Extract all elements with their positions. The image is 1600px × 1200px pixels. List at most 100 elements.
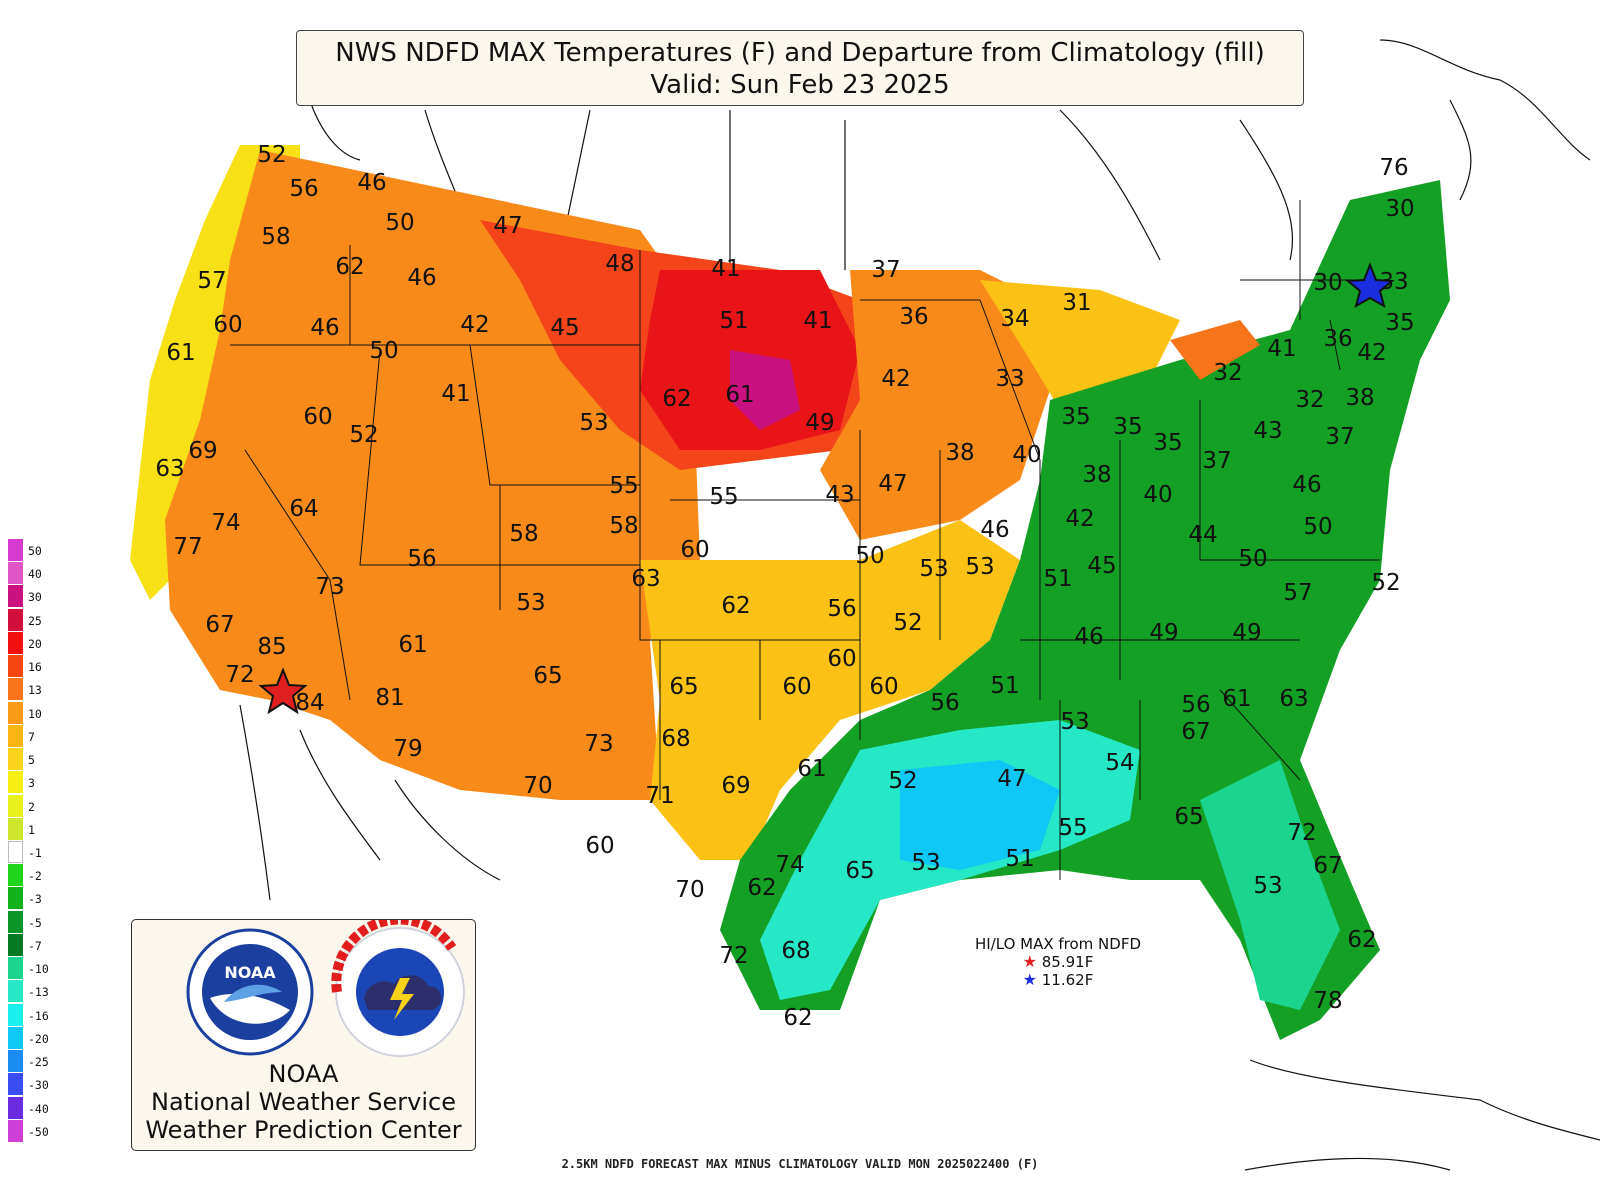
legend-row: -40 [8,1096,78,1119]
temperature-label: 42 [881,366,910,392]
legend-label: 40 [28,567,42,582]
temperature-label: 35 [1153,430,1182,456]
legend-label: 13 [28,683,42,698]
temperature-label: 69 [188,438,217,464]
temperature-label: 53 [516,590,545,616]
temperature-label: 50 [855,543,884,569]
legend-label: 1 [28,822,35,837]
temperature-label: 67 [1181,719,1210,745]
legend-label: 10 [28,706,42,721]
temperature-label: 76 [1379,155,1408,181]
organization-text: NOAA National Weather Service Weather Pr… [132,1060,475,1144]
legend-label: -10 [28,962,49,977]
temperature-label: 52 [257,142,286,168]
legend-label: 2 [28,799,35,814]
legend-label: -50 [28,1124,49,1139]
temperature-label: 58 [609,513,638,539]
nws-logo-icon [331,914,465,1057]
legend-swatch [8,864,23,887]
temperature-label: 38 [1345,385,1374,411]
hilo-min-value: 11.62F [1041,971,1094,989]
temperature-label: 51 [719,308,748,334]
legend-swatch [8,585,23,608]
canada-borders [298,29,1294,270]
temperature-label: 58 [261,224,290,250]
temperature-label: 48 [605,251,634,277]
org-line-3: Weather Prediction Center [145,1116,462,1144]
temperature-label: 68 [781,938,810,964]
legend-row: 3 [8,771,78,794]
org-line-2: National Weather Service [150,1088,456,1116]
anomaly-nyc-coast [1170,320,1260,380]
temperature-label: 63 [155,456,184,482]
temperature-label: 53 [911,850,940,876]
temperature-label: 32 [1213,360,1242,386]
temperature-label: 51 [1005,846,1034,872]
temperature-label: 58 [509,521,538,547]
temperature-label: 32 [1295,387,1324,413]
temperature-label: 36 [1323,326,1352,352]
legend-swatch [8,678,23,701]
legend-swatch [8,1026,23,1049]
temperature-label: 41 [1267,336,1296,362]
temperature-label: 65 [533,663,562,689]
temperature-label: 61 [1222,686,1251,712]
temperature-label: 40 [1143,482,1172,508]
temperature-label: 74 [775,852,804,878]
legend-label: 30 [28,590,42,605]
temperature-label: 38 [1082,462,1111,488]
temperature-label: 42 [1357,340,1386,366]
temperature-label: 47 [878,471,907,497]
temperature-label: 49 [805,410,834,436]
temperature-label: 62 [662,386,691,412]
temperature-label: 72 [225,662,254,688]
anomaly-south-central [640,520,1020,860]
legend-swatch [8,841,23,863]
temperature-label: 47 [493,213,522,239]
legend-label: -3 [28,892,42,907]
temperature-label: 46 [980,517,1009,543]
temperature-label: 67 [205,612,234,638]
legend-swatch [8,1119,23,1142]
temperature-label: 62 [747,875,776,901]
temperature-label: 38 [945,440,974,466]
temperature-label: 57 [197,268,226,294]
temperature-label: 36 [899,304,928,330]
state-borders [230,200,1380,880]
organization-logo-panel: NOAA NOAA National Weather Service Weath… [131,914,476,1151]
map-title: NWS NDFD MAX Temperatures (F) and Depart… [296,30,1304,106]
temperature-label: 46 [1292,472,1321,498]
caribbean-coast [1244,1059,1600,1171]
temperature-label: 60 [869,674,898,700]
legend-swatch [8,724,23,747]
legend-swatch [8,748,23,771]
temperature-label: 41 [803,308,832,334]
temperature-label: 44 [1188,522,1217,548]
temperature-label: 51 [1043,566,1072,592]
temperature-label: 31 [1062,290,1091,316]
legend-label: -2 [28,869,42,884]
legend-row: 30 [8,585,78,608]
temperature-label: 62 [721,593,750,619]
temperature-label: 61 [166,340,195,366]
state-lines [230,200,1380,880]
anomaly-florida [1200,760,1340,1010]
legend-label: -20 [28,1031,49,1046]
temperature-label: 50 [1303,514,1332,540]
temperature-label: 52 [349,422,378,448]
temperature-label: 49 [1232,620,1261,646]
temperature-label: 53 [965,554,994,580]
legend-label: 20 [28,636,42,651]
temperature-label: 79 [393,736,422,762]
legend-label: 25 [28,613,42,628]
temperature-label: 35 [1113,414,1142,440]
legend-row: 2 [8,794,78,817]
legend-swatch [8,1096,23,1119]
legend-swatch [8,817,23,840]
temperature-label: 62 [783,1005,812,1031]
legend-swatch [8,1003,23,1026]
max-star-marker [258,667,308,715]
logos: NOAA [186,914,465,1057]
temperature-label: 72 [719,943,748,969]
